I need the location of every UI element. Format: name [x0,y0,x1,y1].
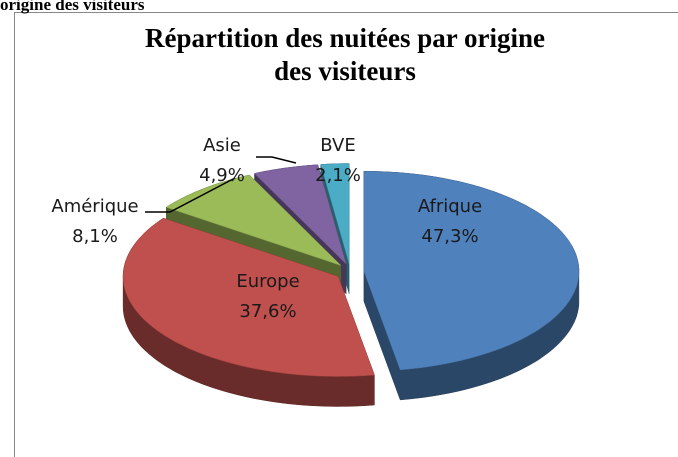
leader-line [256,156,297,164]
pie [122,163,580,407]
slice [363,171,580,371]
data-label-name: BVE [320,135,355,156]
data-label-name: Europe [236,271,299,292]
data-label-name: Amérique [51,196,138,217]
data-label-value: 8,1% [72,226,118,247]
slice [122,217,375,377]
data-label-name: Asie [203,135,241,156]
leader-line [145,177,236,213]
caption: origine des visiteurs [0,0,145,14]
chart-title: des visiteurs [274,56,416,86]
caption-bg [0,0,175,12]
data-label-value: 2,1% [315,165,361,186]
data-label-value: 4,9% [199,165,245,186]
data-label-name: Afrique [418,196,482,217]
chart-frame [14,12,678,457]
slice [253,164,347,265]
data-label-value: 47,3% [421,226,478,247]
data-label-value: 37,6% [239,301,296,322]
slice [165,174,342,266]
slice [320,163,350,264]
chart-title: Répartition des nuitées par origine [145,23,545,53]
